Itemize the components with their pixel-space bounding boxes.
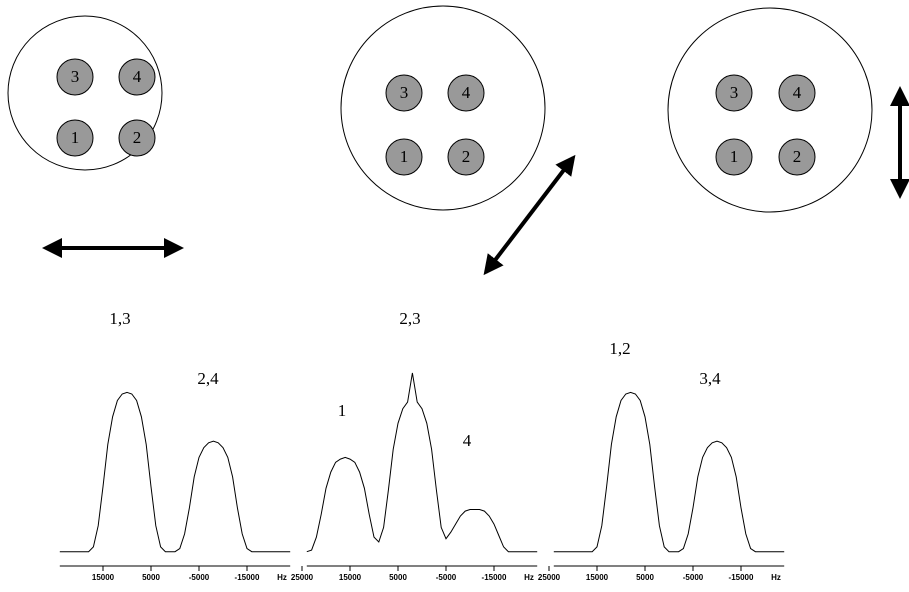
spot [385,138,423,176]
sample-circle [667,7,873,213]
x-tick-label: 15000 [586,573,609,582]
x-tick-label: -5000 [683,573,704,582]
spectrum [306,372,538,553]
spot-label: 4 [793,83,802,102]
spot [778,138,816,176]
spot [56,119,94,157]
spot-label: 4 [133,67,142,86]
x-tick-label: -5000 [189,573,210,582]
peak-annotation: 1,2 [609,339,630,358]
spot-label: 3 [400,83,409,102]
peak-annotation: 2,4 [197,369,219,388]
spot [778,74,816,112]
x-axis-label: Hz [277,573,287,582]
x-tick-label: 5000 [389,573,407,582]
x-tick-label: -5000 [436,573,457,582]
sample-circle [340,5,546,211]
x-tick-label: -15000 [729,573,754,582]
spectrum [59,391,291,553]
peak-annotation: 1 [338,401,347,420]
spot [447,74,485,112]
x-axis-label: Hz [524,573,534,582]
peak-annotation: 2,3 [399,309,420,328]
spot [118,58,156,96]
spot [385,74,423,112]
peak-annotation: 1,3 [109,309,130,328]
peak-annotation: 3,4 [699,369,721,388]
peak-annotation: 4 [463,431,472,450]
x-tick-label: 15000 [92,573,115,582]
spectrum [553,391,785,553]
spot-label: 2 [133,128,142,147]
spot-label: 3 [730,83,739,102]
sample-circle [7,15,163,171]
spot [715,138,753,176]
x-tick-label: -15000 [235,573,260,582]
x-tick-label: -15000 [482,573,507,582]
spot-label: 1 [71,128,80,147]
x-tick-label: 25000 [538,573,561,582]
x-tick-label: 25000 [291,573,314,582]
diagonal-arrow [483,154,576,276]
spot [447,138,485,176]
spot-label: 1 [400,147,409,166]
spot [715,74,753,112]
x-axis-label: Hz [771,573,781,582]
spot-label: 2 [793,147,802,166]
x-tick-label: 5000 [636,573,654,582]
x-tick-label: 5000 [142,573,160,582]
spot-label: 3 [71,67,80,86]
spot [118,119,156,157]
spot-label: 2 [462,147,471,166]
x-tick-label: 15000 [339,573,362,582]
spot [56,58,94,96]
spot-label: 4 [462,83,471,102]
spot-label: 1 [730,147,739,166]
